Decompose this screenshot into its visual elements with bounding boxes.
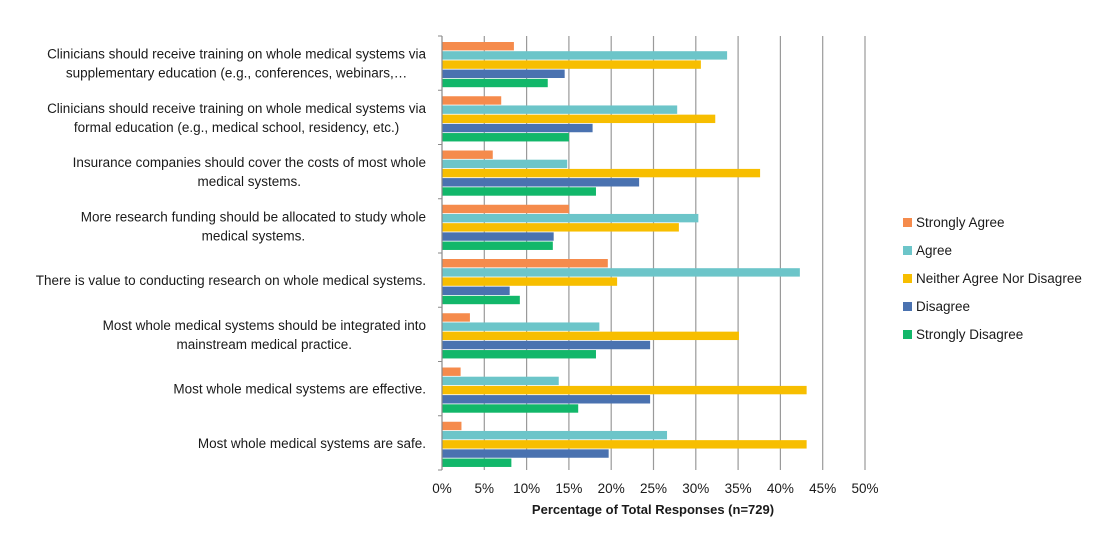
category-labels: Clinicians should receive training on wh… — [36, 47, 427, 451]
bar-disagree — [442, 340, 651, 350]
bar-strongly-disagree — [442, 404, 579, 413]
bar-strongly-disagree — [442, 241, 553, 250]
legend-label: Strongly Agree — [916, 215, 1005, 230]
bar-strongly-disagree — [442, 458, 512, 467]
legend-swatch — [903, 302, 912, 311]
x-axis-title: Percentage of Total Responses (n=729) — [532, 502, 774, 517]
category-label: Most whole medical systems should be int… — [103, 318, 426, 352]
category-label-line: Insurance companies should cover the cos… — [73, 155, 426, 170]
bar-neither-agree-nor-disagree — [442, 385, 807, 395]
bar-disagree — [442, 286, 510, 295]
bar-strongly-disagree — [442, 187, 596, 196]
bar-disagree — [442, 395, 651, 404]
category-label-line: Clinicians should receive training on wh… — [47, 101, 426, 116]
bar-disagree — [442, 178, 640, 187]
bar-disagree — [442, 69, 565, 78]
category-label: Most whole medical systems are safe. — [198, 436, 426, 451]
legend-swatch — [903, 330, 912, 339]
bar-strongly-disagree — [442, 295, 520, 305]
bar-strongly-agree — [442, 150, 493, 159]
bar-neither-agree-nor-disagree — [442, 168, 761, 178]
category-label: Insurance companies should cover the cos… — [73, 155, 426, 189]
bar-agree — [442, 51, 728, 60]
legend-item: Strongly Disagree — [903, 327, 1023, 342]
bar-agree — [442, 159, 568, 169]
bar-strongly-agree — [442, 259, 608, 268]
x-tick-label: 30% — [682, 481, 709, 496]
x-tick-label: 40% — [767, 481, 794, 496]
x-tick-label: 35% — [725, 481, 752, 496]
category-label: There is value to conducting research on… — [36, 273, 426, 288]
legend-item: Agree — [903, 243, 952, 258]
x-tick-label: 20% — [598, 481, 625, 496]
bar-strongly-agree — [442, 367, 461, 376]
category-label: Most whole medical systems are effective… — [173, 382, 426, 397]
bar-neither-agree-nor-disagree — [442, 331, 739, 341]
bar-disagree — [442, 123, 593, 133]
legend-item: Neither Agree Nor Disagree — [903, 271, 1082, 286]
x-tick-label: 15% — [555, 481, 582, 496]
bar-agree — [442, 105, 678, 114]
bar-agree — [442, 322, 600, 331]
bar-strongly-disagree — [442, 78, 548, 88]
legend-label: Strongly Disagree — [916, 327, 1023, 342]
category-label: Clinicians should receive training on wh… — [47, 47, 426, 81]
category-label-line: Clinicians should receive training on wh… — [47, 47, 426, 62]
bar-strongly-agree — [442, 42, 514, 51]
category-label-line: There is value to conducting research on… — [36, 273, 426, 288]
legend-swatch — [903, 218, 912, 227]
category-label-line: medical systems. — [202, 228, 306, 243]
category-label-line: supplementary education (e.g., conferenc… — [66, 66, 407, 81]
bar-neither-agree-nor-disagree — [442, 60, 701, 69]
bars — [442, 42, 807, 467]
category-label-line: formal education (e.g., medical school, … — [74, 120, 399, 135]
category-label: Clinicians should receive training on wh… — [47, 101, 426, 135]
x-tick-labels: 0% 5% 10% 15% 20% 25% 30% 35% 40% 45% 50% — [432, 481, 878, 496]
legend-item: Strongly Agree — [903, 215, 1005, 230]
bar-strongly-disagree — [442, 133, 569, 142]
category-label-line: mainstream medical practice. — [177, 337, 353, 352]
legend: Strongly Agree Agree Neither Agree Nor Dis… — [903, 215, 1082, 342]
category-label-line: Most whole medical systems are effective… — [173, 382, 426, 397]
bar-strongly-agree — [442, 96, 502, 105]
category-label-line: medical systems. — [198, 174, 302, 189]
legend-label: Agree — [916, 243, 952, 258]
bar-strongly-agree — [442, 421, 462, 431]
x-tick-label: 0% — [432, 481, 452, 496]
legend-label: Neither Agree Nor Disagree — [916, 271, 1082, 286]
bar-agree — [442, 430, 668, 440]
x-tick-label: 25% — [640, 481, 667, 496]
legend-swatch — [903, 246, 912, 255]
bar-disagree — [442, 449, 609, 458]
category-label: More research funding should be allocate… — [81, 209, 426, 243]
bar-strongly-disagree — [442, 350, 596, 359]
category-label-line: Most whole medical systems are safe. — [198, 436, 426, 451]
y-axis — [438, 35, 443, 471]
x-tick-label: 45% — [809, 481, 836, 496]
bar-neither-agree-nor-disagree — [442, 440, 807, 449]
bar-agree — [442, 376, 559, 386]
bar-agree — [442, 213, 699, 223]
legend-swatch — [903, 274, 912, 283]
bar-agree — [442, 268, 800, 277]
x-tick-label: 10% — [513, 481, 540, 496]
category-label-line: More research funding should be allocate… — [81, 209, 426, 224]
bar-disagree — [442, 232, 554, 241]
legend-label: Disagree — [916, 299, 970, 314]
bar-neither-agree-nor-disagree — [442, 223, 679, 232]
x-tick-label: 5% — [475, 481, 495, 496]
legend-item: Disagree — [903, 299, 970, 314]
bar-neither-agree-nor-disagree — [442, 277, 618, 286]
x-tick-label: 50% — [851, 481, 878, 496]
bar-strongly-agree — [442, 313, 470, 322]
category-label-line: Most whole medical systems should be int… — [103, 318, 426, 333]
bar-strongly-agree — [442, 204, 569, 214]
bar-neither-agree-nor-disagree — [442, 114, 716, 124]
